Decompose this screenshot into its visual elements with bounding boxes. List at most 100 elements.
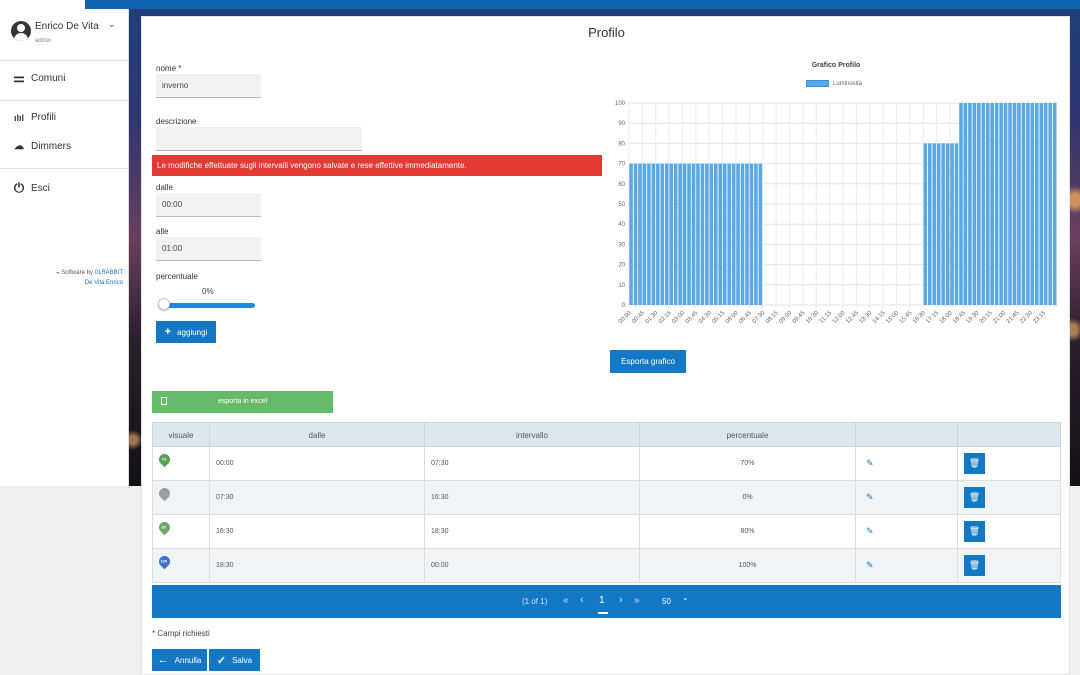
table-row[interactable]: 100 18:30 00:00 100% ✎ 🗑: [152, 549, 1061, 583]
percentuale-slider[interactable]: [158, 298, 255, 310]
export-chart-button[interactable]: Esporta grafico: [610, 350, 686, 373]
sidebar-item-comuni[interactable]: ⚌ Comuni: [11, 70, 65, 86]
rows-per-page-value[interactable]: 50: [662, 597, 671, 606]
chart-bar[interactable]: [959, 103, 963, 305]
chart-bar[interactable]: [700, 163, 705, 305]
next-page-button[interactable]: ›: [619, 594, 623, 606]
column-header-visuale[interactable]: visuale: [153, 423, 210, 448]
chart-bar[interactable]: [981, 103, 986, 305]
chart-bar[interactable]: [660, 163, 665, 305]
slider-track[interactable]: [160, 303, 255, 308]
chart-bar[interactable]: [638, 163, 642, 305]
column-header-dalle[interactable]: dalle: [210, 423, 425, 448]
chart-bar[interactable]: [1035, 103, 1039, 305]
sidebar-item-dimmers[interactable]: ☁ Dimmers: [11, 141, 71, 152]
dalle-field[interactable]: 00:00: [156, 193, 261, 217]
chart-bar[interactable]: [745, 163, 749, 305]
chart-bar[interactable]: [1052, 103, 1057, 305]
sidebar-item-esci[interactable]: ⏻ Esci: [11, 180, 50, 196]
chart-bar[interactable]: [1003, 103, 1008, 305]
user-panel[interactable]: Enrico De Vita admin ⌄: [0, 9, 128, 61]
credit-company-link[interactable]: 01RABBIT: [94, 270, 123, 276]
table-row[interactable]: 80 16:30 18:30 80% ✎ 🗑: [152, 515, 1061, 549]
chart-bar[interactable]: [936, 143, 941, 305]
alle-field[interactable]: 01:00: [156, 237, 261, 261]
trash-icon[interactable]: 🗑: [964, 555, 985, 576]
last-page-button[interactable]: »: [634, 595, 640, 606]
chart-bar[interactable]: [664, 163, 669, 305]
chart-bar[interactable]: [994, 103, 999, 305]
page-1-button[interactable]: 1: [599, 595, 605, 606]
chart-bar[interactable]: [1030, 103, 1035, 305]
chart-bar[interactable]: [691, 163, 696, 305]
chart-bar[interactable]: [727, 163, 731, 305]
chart-bar[interactable]: [972, 103, 977, 305]
chart-bar[interactable]: [718, 163, 723, 305]
export-excel-button[interactable]: esporta in excel: [152, 391, 333, 413]
chart-bar[interactable]: [722, 163, 727, 305]
chart-bar[interactable]: [1021, 103, 1026, 305]
aggiungi-button[interactable]: + aggiungi: [156, 321, 216, 343]
chart-bar[interactable]: [1012, 103, 1017, 305]
pencil-icon[interactable]: ✎: [866, 458, 874, 468]
chart-bar[interactable]: [1039, 103, 1044, 305]
chart-bar[interactable]: [669, 163, 673, 305]
trash-icon[interactable]: 🗑: [964, 487, 985, 508]
credit-author-link[interactable]: De Vita Enrico: [84, 280, 123, 286]
chart-bar[interactable]: [923, 143, 928, 305]
chart-bar[interactable]: [678, 163, 682, 305]
trash-icon[interactable]: 🗑: [964, 521, 985, 542]
chart-bar[interactable]: [696, 163, 700, 305]
slider-handle[interactable]: [158, 298, 170, 310]
chart-bar[interactable]: [977, 103, 981, 305]
chart-bar[interactable]: [954, 143, 959, 305]
pencil-icon[interactable]: ✎: [866, 492, 874, 502]
prev-page-button[interactable]: ‹: [580, 594, 584, 606]
chart-bar[interactable]: [740, 163, 745, 305]
trash-icon[interactable]: 🗑: [964, 453, 985, 474]
chart-bar[interactable]: [647, 163, 651, 305]
rows-per-page-dropdown[interactable]: ⌄: [682, 593, 689, 602]
chart-bar[interactable]: [633, 163, 638, 305]
chart-bar[interactable]: [1026, 103, 1030, 305]
chart-bar[interactable]: [990, 103, 994, 305]
column-header-percentuale[interactable]: percentuale: [640, 423, 856, 448]
sidebar-item-profili[interactable]: ılıl Profili: [11, 112, 56, 123]
chart-bar[interactable]: [968, 103, 972, 305]
chevron-down-icon[interactable]: ⌄: [108, 19, 116, 29]
pencil-icon[interactable]: ✎: [866, 560, 874, 570]
chart-bar[interactable]: [687, 163, 691, 305]
pencil-icon[interactable]: ✎: [866, 526, 874, 536]
chart-bar[interactable]: [1008, 103, 1012, 305]
chart-bar[interactable]: [950, 143, 954, 305]
chart-bar[interactable]: [932, 143, 937, 305]
chart-bar[interactable]: [985, 103, 990, 305]
column-header-intervallo[interactable]: intervallo: [425, 423, 640, 448]
chart-bar[interactable]: [1048, 103, 1052, 305]
chart-bar[interactable]: [1043, 103, 1048, 305]
chart-bar[interactable]: [1017, 103, 1021, 305]
chart-bar[interactable]: [642, 163, 647, 305]
chart-bar[interactable]: [656, 163, 660, 305]
table-row[interactable]: 07:30 16:30 0% ✎ 🗑: [152, 481, 1061, 515]
chart-legend[interactable]: Luminosità: [806, 80, 862, 87]
chart-bar[interactable]: [941, 143, 945, 305]
chart-bar[interactable]: [999, 103, 1003, 305]
chart-bar[interactable]: [963, 103, 968, 305]
chart-bar[interactable]: [754, 163, 758, 305]
chart-bar[interactable]: [749, 163, 754, 305]
chart-bar[interactable]: [651, 163, 656, 305]
chart-bar[interactable]: [705, 163, 709, 305]
chart-bar[interactable]: [928, 143, 932, 305]
chart-bar[interactable]: [682, 163, 687, 305]
table-row[interactable]: 70 00:00 07:30 70% ✎ 🗑: [152, 447, 1061, 481]
chart-bar[interactable]: [945, 143, 950, 305]
descrizione-field[interactable]: [156, 127, 362, 151]
first-page-button[interactable]: «: [563, 595, 569, 606]
chart-bar[interactable]: [736, 163, 740, 305]
salva-button[interactable]: ✓ Salva: [209, 649, 260, 671]
nome-field[interactable]: inverno: [156, 74, 261, 98]
chart-bar[interactable]: [673, 163, 678, 305]
annulla-button[interactable]: ← Annulla: [152, 649, 207, 671]
chart-bar[interactable]: [629, 163, 633, 305]
